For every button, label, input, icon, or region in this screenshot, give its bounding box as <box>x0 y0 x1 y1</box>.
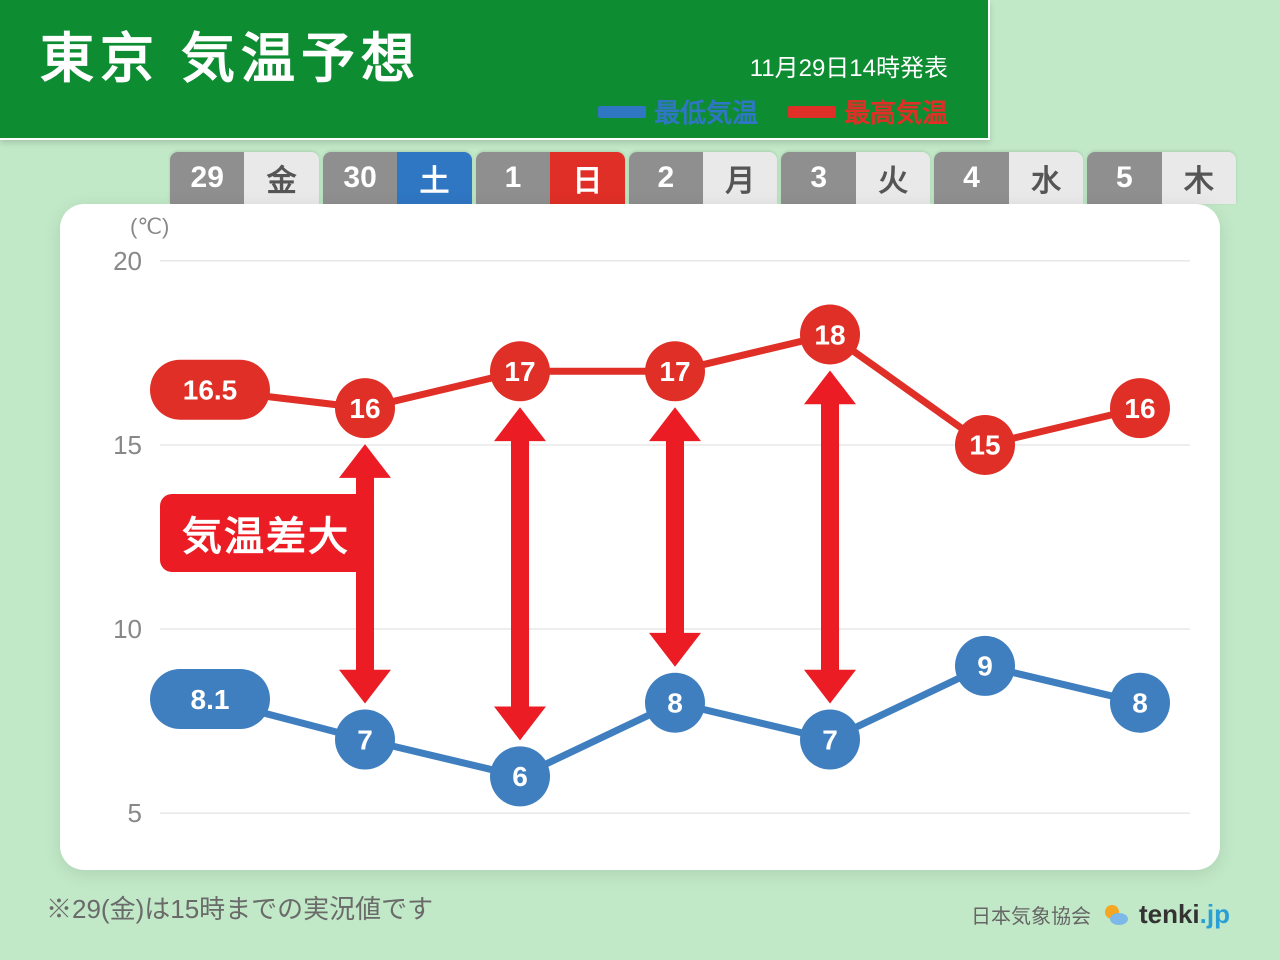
svg-text:8: 8 <box>667 688 683 719</box>
svg-text:9: 9 <box>977 651 993 682</box>
day-tab-num: 2 <box>629 152 703 204</box>
svg-text:20: 20 <box>113 246 142 276</box>
legend-low-label: 最低気温 <box>654 93 758 130</box>
publish-time: 11月29日14時発表 <box>750 48 948 83</box>
day-tab-num: 29 <box>170 152 244 204</box>
day-tab-day: 火 <box>856 152 930 204</box>
legend-high-swatch <box>788 106 836 118</box>
svg-text:8: 8 <box>1132 688 1148 719</box>
brand-prefix: tenki <box>1139 899 1200 929</box>
day-tab-1[interactable]: 1日 <box>476 152 625 204</box>
svg-text:7: 7 <box>357 724 373 755</box>
header: 東京 気温予想 11月29日14時発表 最低気温 最高気温 <box>0 0 990 140</box>
chart-card: 5 10 15 20 (℃) 16.5 16 17 17 18 15 16 8.1 7 6 8 7 9 8 気温差大 <box>60 204 1220 870</box>
tenki-logo-icon <box>1101 901 1129 929</box>
day-tab-5[interactable]: 5木 <box>1087 152 1236 204</box>
svg-text:(℃): (℃) <box>130 214 169 239</box>
day-tab-2[interactable]: 2月 <box>629 152 778 204</box>
day-tab-day: 木 <box>1162 152 1236 204</box>
svg-text:8.1: 8.1 <box>191 684 230 715</box>
svg-text:7: 7 <box>822 724 838 755</box>
svg-text:15: 15 <box>113 430 142 460</box>
brand-suffix: .jp <box>1200 899 1230 929</box>
svg-text:16: 16 <box>349 393 380 424</box>
day-tab-day: 日 <box>550 152 624 204</box>
day-tab-num: 4 <box>934 152 1008 204</box>
footer-note: ※29(金)は15時までの実況値です <box>46 889 433 926</box>
svg-text:17: 17 <box>504 356 535 387</box>
page: 東京 気温予想 11月29日14時発表 最低気温 最高気温 29金30土1日2月… <box>0 0 1280 960</box>
brand: tenki.jp <box>1139 899 1230 930</box>
svg-text:5: 5 <box>128 798 142 828</box>
legend-low-swatch <box>598 106 646 118</box>
svg-text:17: 17 <box>659 356 690 387</box>
day-tab-num: 5 <box>1087 152 1161 204</box>
legend-high-label: 最高気温 <box>844 93 948 130</box>
callout-temp-range: 気温差大 <box>160 494 372 572</box>
day-tab-4[interactable]: 4水 <box>934 152 1083 204</box>
day-tab-num: 30 <box>323 152 397 204</box>
svg-text:18: 18 <box>814 319 845 350</box>
day-tab-num: 3 <box>781 152 855 204</box>
day-tab-day: 金 <box>244 152 318 204</box>
legend-high: 最高気温 <box>788 93 948 130</box>
legend-low: 最低気温 <box>598 93 758 130</box>
svg-text:16: 16 <box>1124 393 1155 424</box>
svg-text:16.5: 16.5 <box>183 375 238 406</box>
svg-text:6: 6 <box>512 761 528 792</box>
attribution: 日本気象協会 tenki.jp <box>971 899 1230 930</box>
day-tab-day: 月 <box>703 152 777 204</box>
day-tab-day: 水 <box>1009 152 1083 204</box>
svg-text:10: 10 <box>113 614 142 644</box>
legend: 最低気温 最高気温 <box>0 93 948 130</box>
day-tab-day: 土 <box>397 152 471 204</box>
attribution-text: 日本気象協会 <box>971 900 1091 929</box>
day-tab-29[interactable]: 29金 <box>170 152 319 204</box>
day-tab-30[interactable]: 30土 <box>323 152 472 204</box>
day-tab-num: 1 <box>476 152 550 204</box>
day-tabs: 29金30土1日2月3火4水5木 <box>170 152 1240 204</box>
svg-text:15: 15 <box>969 430 1000 461</box>
day-tab-3[interactable]: 3火 <box>781 152 930 204</box>
